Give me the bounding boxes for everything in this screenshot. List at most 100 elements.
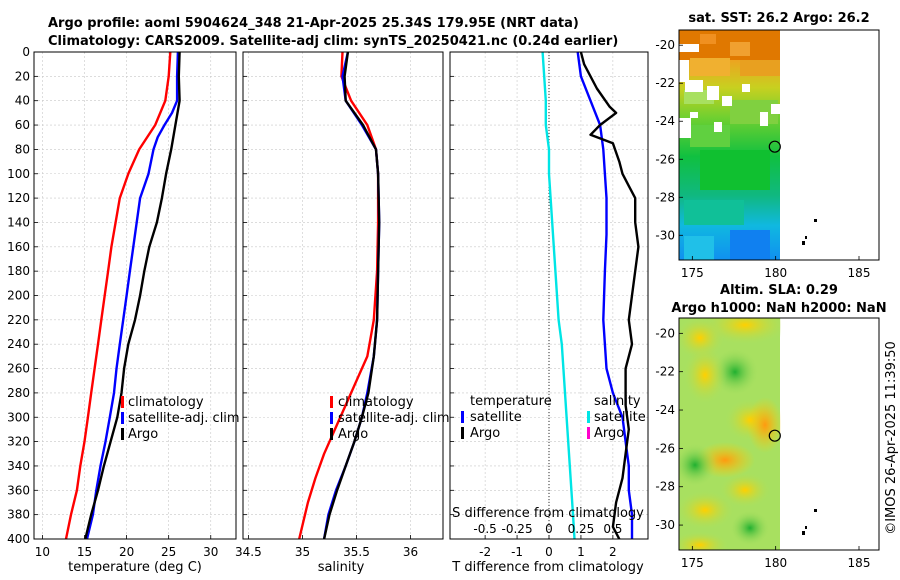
legend-title-salinity: salinity <box>594 394 641 409</box>
sla-field <box>679 318 781 550</box>
y-tick-label: 80 <box>15 142 30 156</box>
sla-argo-position-marker <box>768 429 781 442</box>
s-tick-label: 0 <box>545 522 553 536</box>
x-tick-label: 15 <box>77 545 92 559</box>
legend-label-t-satellite: satellite <box>470 410 522 425</box>
salinity-legend: climatology satellite-adj. clim Argo <box>330 395 450 442</box>
y-tick-label: 320 <box>7 435 30 449</box>
series-line-climatology <box>64 51 172 540</box>
series-line-satellite-adj-clim <box>85 51 180 540</box>
temperature-legend: climatology satellite-adj. clim Argo <box>121 395 240 442</box>
x-tick-label: 30 <box>203 545 218 559</box>
s-tick-label: 0.5 <box>603 522 622 536</box>
legend-label-s-satellite: satellite <box>594 410 646 425</box>
difference-panel: -2 -1 0 1 2 -0.5 -0.25 0 0.25 0.5 temperature sat… <box>449 51 649 575</box>
legend-swatch-argo <box>121 428 124 440</box>
sst-island <box>802 219 817 245</box>
x-tick-label: 34.5 <box>235 545 262 559</box>
y-tick-label: 20 <box>15 69 30 83</box>
map-x-tick-label: 175 <box>681 266 704 280</box>
salinity-panel: 34.5 35 35.5 36 climatology satellite-adj. … <box>235 51 450 575</box>
map-y-tick-label: -30 <box>655 228 675 242</box>
legend-label-climatology: climatology <box>128 395 204 410</box>
map-x-tick-label: 180 <box>764 266 787 280</box>
y-tick-label: 220 <box>7 313 30 327</box>
x-tick-label: 36 <box>403 545 418 559</box>
map-y-tick-label: -28 <box>655 190 675 204</box>
map-y-tick-label: -26 <box>655 441 675 455</box>
legend-label-satellite: satellite-adj. clim <box>128 411 240 426</box>
y-tick-label: 160 <box>7 240 30 254</box>
map-y-tick-label: -24 <box>655 403 675 417</box>
legend-swatch-climatology <box>121 396 124 408</box>
x-tick-label: 1 <box>577 545 585 559</box>
map-y-tick-label: -30 <box>655 518 675 532</box>
sst-argo-position-marker <box>768 140 781 153</box>
legend-swatch-satellite <box>121 412 124 424</box>
y-tick-label: 340 <box>7 459 30 473</box>
s-tick-label: -0.5 <box>473 522 496 536</box>
series-line-temperature-argo <box>579 51 640 540</box>
y-tick-label: 200 <box>7 289 30 303</box>
sla-map-frame <box>678 317 880 551</box>
legend-label-argo: Argo <box>128 427 158 442</box>
y-tick-label: 300 <box>7 410 30 424</box>
y-tick-label: 280 <box>7 386 30 400</box>
map-x-tick-label: 180 <box>764 556 787 570</box>
sst-map-title: sat. SST: 26.2 Argo: 26.2 <box>688 11 869 26</box>
y-tick-label: 380 <box>7 508 30 522</box>
legend-swatch-satellite-sal <box>330 412 333 424</box>
y-tick-label: 60 <box>15 118 30 132</box>
series-line-temperature-satellite <box>576 51 634 539</box>
s-difference-xlabel: S difference from climatology <box>452 506 644 521</box>
legend-swatch-s-satellite <box>587 411 590 423</box>
map-y-tick-label: -22 <box>655 365 675 379</box>
imos-timestamp: ©IMOS 26-Apr-2025 11:39:50 <box>884 341 899 535</box>
sla-island <box>802 509 817 535</box>
map-y-tick-label: -20 <box>655 326 675 340</box>
map-y-tick-label: -20 <box>655 38 675 52</box>
sla-map-title: Altim. SLA: 0.29 <box>720 283 838 298</box>
map-y-tick-label: -22 <box>655 76 675 90</box>
map-y-tick-label: -26 <box>655 152 675 166</box>
x-tick-label: 20 <box>119 545 134 559</box>
x-tick-label: 2 <box>609 545 617 559</box>
legend-label-t-argo: Argo <box>470 426 500 441</box>
sst-map: sat. SST: 26.2 Argo: 26.2 <box>655 11 880 280</box>
y-tick-label: 100 <box>7 167 30 181</box>
x-tick-label: -1 <box>511 545 523 559</box>
legend-swatch-t-satellite <box>461 411 464 423</box>
x-tick-label: -2 <box>479 545 491 559</box>
figure-title-line2: Climatology: CARS2009. Satellite-adj cli… <box>48 34 618 49</box>
x-tick-label: 10 <box>35 545 50 559</box>
legend-title-temperature: temperature <box>470 394 552 409</box>
figure-title-line1: Argo profile: aoml 5904624_348 21-Apr-20… <box>48 16 579 31</box>
y-tick-label: 180 <box>7 264 30 278</box>
legend-swatch-s-argo <box>587 427 590 439</box>
map-x-tick-label: 185 <box>848 266 871 280</box>
legend-label-argo-sal: Argo <box>338 427 368 442</box>
map-y-tick-label: -28 <box>655 480 675 494</box>
y-tick-label: 140 <box>7 215 30 229</box>
map-x-tick-label: 185 <box>848 556 871 570</box>
salinity-xlabel: salinity <box>318 560 365 575</box>
sst-map-frame <box>678 29 880 261</box>
y-tick-label: 260 <box>7 362 30 376</box>
y-tick-label: 40 <box>15 94 30 108</box>
x-tick-label: 25 <box>161 545 176 559</box>
difference-legend: temperature satellite Argo salinity sate… <box>461 394 646 441</box>
s-tick-label: -0.25 <box>502 522 533 536</box>
t-difference-xlabel: T difference from climatology <box>451 560 644 575</box>
x-tick-label: 0 <box>545 545 553 559</box>
series-line-argo <box>84 51 181 540</box>
temperature-panel: 0 20 40 60 80 100 120 140 160 180 200 220 240 260 280 3… <box>7 45 240 575</box>
series-line-argo <box>322 51 381 540</box>
legend-label-satellite-sal: satellite-adj. clim <box>338 411 450 426</box>
legend-label-s-argo: Argo <box>594 426 624 441</box>
y-tick-label: 120 <box>7 191 30 205</box>
series-line-salinity-satellite <box>541 51 576 540</box>
sst-field <box>679 30 780 260</box>
legend-swatch-argo-sal <box>330 428 333 440</box>
x-tick-label: 35.5 <box>343 545 370 559</box>
